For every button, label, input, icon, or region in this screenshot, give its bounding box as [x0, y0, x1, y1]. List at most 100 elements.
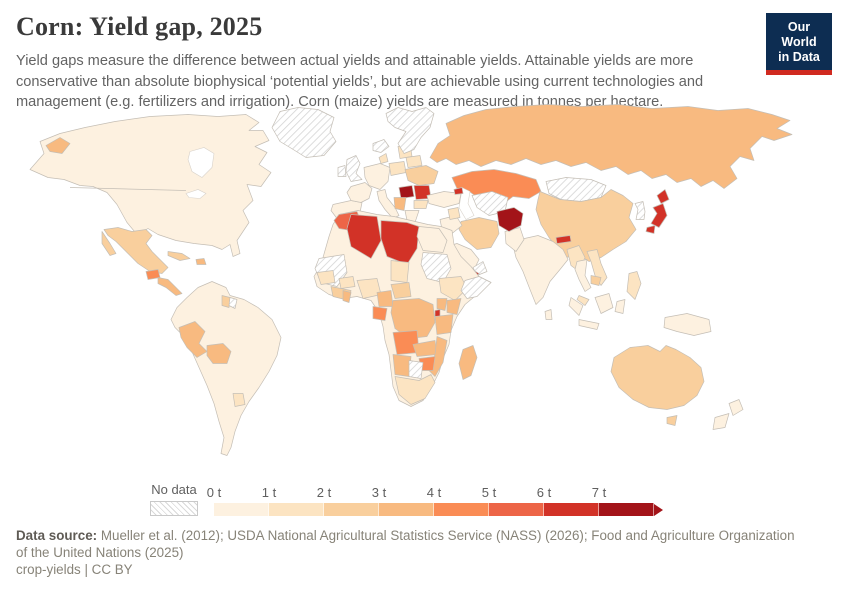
- country-usa-canada[interactable]: [29, 114, 272, 257]
- country-indonesia-java[interactable]: [578, 319, 600, 330]
- country-china[interactable]: [535, 189, 637, 262]
- country-syria-levant[interactable]: [447, 207, 461, 220]
- country-cameroon[interactable]: [376, 290, 394, 307]
- legend-color-segment[interactable]: [599, 503, 654, 516]
- country-botswana[interactable]: [408, 360, 424, 379]
- country-madagascar[interactable]: [458, 345, 478, 380]
- country-rwanda-burundi[interactable]: [434, 309, 441, 317]
- country-central-african-republic[interactable]: [390, 282, 412, 299]
- country-new-guinea[interactable]: [663, 313, 712, 336]
- data-source-line: Data source: Mueller et al. (2012); USDA…: [16, 527, 796, 561]
- country-cambodia[interactable]: [590, 275, 602, 286]
- country-thailand[interactable]: [574, 259, 592, 292]
- legend-color-segment[interactable]: [489, 503, 544, 516]
- country-korea[interactable]: [634, 201, 646, 220]
- legend-color-segment[interactable]: [379, 503, 434, 516]
- country-libya[interactable]: [380, 220, 420, 265]
- country-malaysia[interactable]: [576, 295, 590, 306]
- country-uruguay[interactable]: [232, 393, 246, 407]
- country-scandinavia[interactable]: [385, 107, 435, 154]
- country-gabon-congo[interactable]: [372, 306, 388, 321]
- country-bulgaria[interactable]: [413, 200, 429, 209]
- legend-color-segment[interactable]: [214, 503, 269, 516]
- legend-tick: 0 t: [206, 485, 222, 500]
- country-ethiopia[interactable]: [438, 276, 468, 301]
- chart-footer: Data source: Mueller et al. (2012); USDA…: [16, 527, 796, 578]
- legend-color-segment[interactable]: [269, 503, 324, 516]
- country-drc[interactable]: [390, 298, 436, 339]
- country-japan-hokkaido[interactable]: [656, 189, 670, 204]
- license-note[interactable]: crop-yields | CC BY: [16, 562, 133, 578]
- country-russia[interactable]: [429, 104, 793, 189]
- chart-subtitle: Yield gaps measure the difference betwee…: [16, 53, 704, 111]
- country-france[interactable]: [346, 182, 373, 203]
- country-united-kingdom[interactable]: [345, 155, 363, 182]
- country-uganda[interactable]: [436, 298, 448, 311]
- country-guatemala[interactable]: [145, 269, 161, 280]
- country-somalia[interactable]: [460, 276, 492, 299]
- country-indonesia-borneo[interactable]: [594, 293, 614, 314]
- country-sri-lanka[interactable]: [544, 309, 553, 320]
- country-japan-kyushu[interactable]: [645, 225, 656, 234]
- country-philippines[interactable]: [626, 271, 642, 300]
- legend-color-segment[interactable]: [434, 503, 489, 516]
- legend-color-segment[interactable]: [544, 503, 599, 516]
- country-cuba[interactable]: [167, 251, 191, 261]
- country-japan-honshu[interactable]: [650, 203, 668, 228]
- country-chad[interactable]: [390, 260, 410, 283]
- legend-color-segment[interactable]: [324, 503, 379, 516]
- country-turkey[interactable]: [426, 191, 462, 208]
- country-kenya[interactable]: [446, 298, 462, 315]
- country-guyana[interactable]: [221, 295, 231, 308]
- country-hispaniola[interactable]: [195, 258, 207, 265]
- country-india[interactable]: [512, 235, 569, 305]
- country-iran[interactable]: [458, 217, 500, 250]
- country-burkina-faso[interactable]: [338, 276, 356, 289]
- country-serbia-balkans[interactable]: [393, 197, 407, 211]
- country-hungary[interactable]: [398, 185, 415, 199]
- country-namibia[interactable]: [392, 354, 412, 377]
- country-bolivia[interactable]: [206, 343, 232, 364]
- country-south-america[interactable]: [170, 281, 282, 456]
- country-new-zealand-south[interactable]: [712, 413, 730, 430]
- world-map[interactable]: [0, 100, 850, 478]
- country-tanzania[interactable]: [434, 314, 454, 335]
- country-australia[interactable]: [610, 345, 705, 410]
- country-greenland[interactable]: [271, 107, 337, 158]
- country-poland[interactable]: [388, 161, 407, 176]
- country-iceland[interactable]: [372, 139, 390, 153]
- country-indonesia-sulawesi[interactable]: [614, 299, 626, 314]
- country-mexico[interactable]: [103, 227, 169, 274]
- legend-tick: 2 t: [316, 485, 332, 500]
- legend-no-data[interactable]: No data: [150, 482, 198, 516]
- country-tasmania[interactable]: [666, 415, 678, 426]
- owid-logo[interactable]: Our World in Data: [766, 13, 832, 76]
- no-data-label: No data: [151, 482, 197, 497]
- country-egypt[interactable]: [416, 226, 448, 253]
- country-new-zealand-north[interactable]: [728, 399, 744, 416]
- country-south-africa[interactable]: [394, 374, 436, 405]
- country-vietnam[interactable]: [586, 249, 608, 286]
- country-chukotka[interactable]: [45, 137, 71, 154]
- country-ukraine[interactable]: [404, 165, 439, 186]
- country-ghana[interactable]: [342, 290, 352, 303]
- country-french-guiana[interactable]: [228, 297, 238, 309]
- country-nepal-bhutan[interactable]: [555, 235, 572, 244]
- country-pakistan[interactable]: [504, 227, 525, 252]
- country-denmark[interactable]: [378, 153, 389, 164]
- country-italy[interactable]: [376, 189, 400, 219]
- no-data-swatch[interactable]: [150, 501, 198, 516]
- country-germany-central-europe[interactable]: [363, 163, 391, 190]
- country-ireland[interactable]: [337, 165, 347, 177]
- legend-color-bar[interactable]: [214, 503, 663, 516]
- country-central-america[interactable]: [157, 277, 183, 296]
- country-georgia[interactable]: [453, 187, 464, 195]
- country-mexico-baja[interactable]: [101, 231, 117, 256]
- legend-arrow-tip: [654, 503, 663, 516]
- legend-scale[interactable]: 0 t 1 t 2 t 3 t 4 t 5 t 6 t 7 t: [207, 485, 676, 516]
- country-indonesia-sumatra[interactable]: [568, 297, 584, 316]
- country-belarus[interactable]: [405, 155, 423, 168]
- country-senegal-guinea[interactable]: [316, 270, 336, 285]
- country-algeria[interactable]: [346, 214, 382, 259]
- country-afghanistan[interactable]: [496, 207, 524, 232]
